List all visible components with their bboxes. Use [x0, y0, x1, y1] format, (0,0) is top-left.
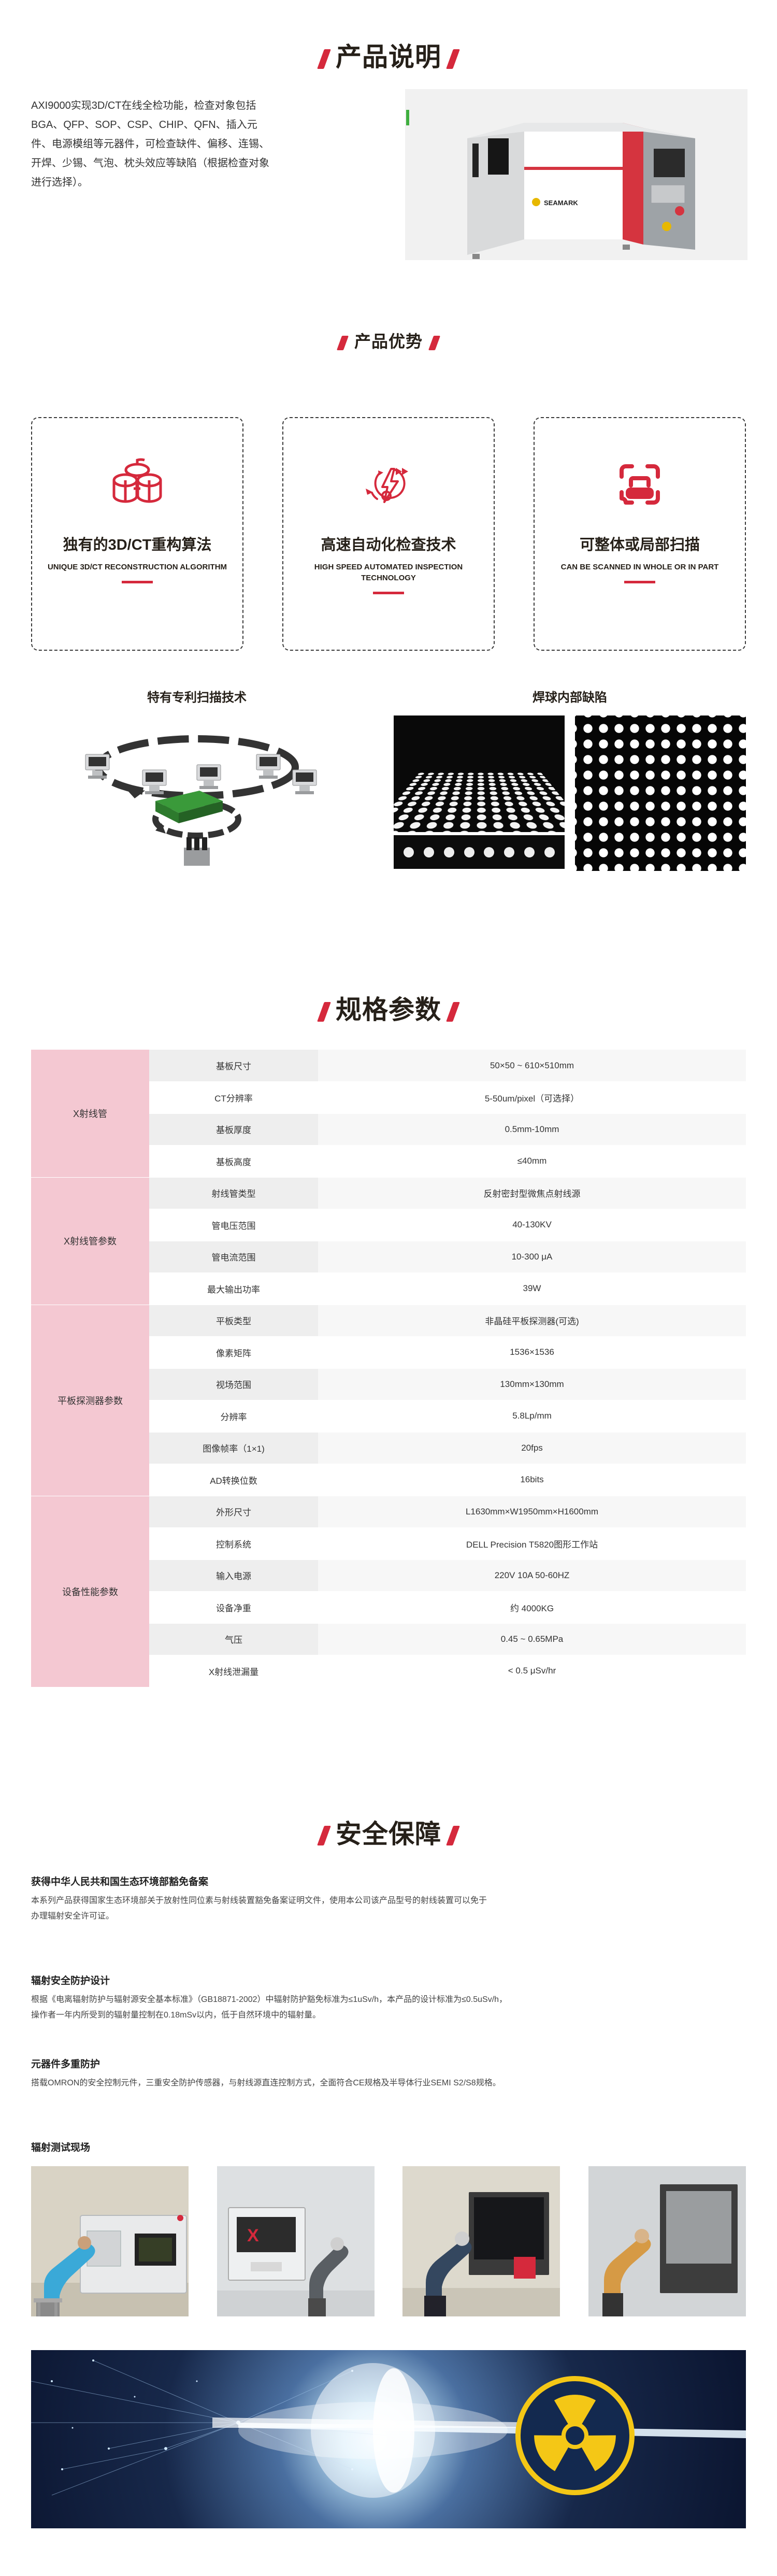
svg-text:SEAMARK: SEAMARK [544, 199, 578, 207]
svg-text:X: X [247, 2226, 259, 2245]
